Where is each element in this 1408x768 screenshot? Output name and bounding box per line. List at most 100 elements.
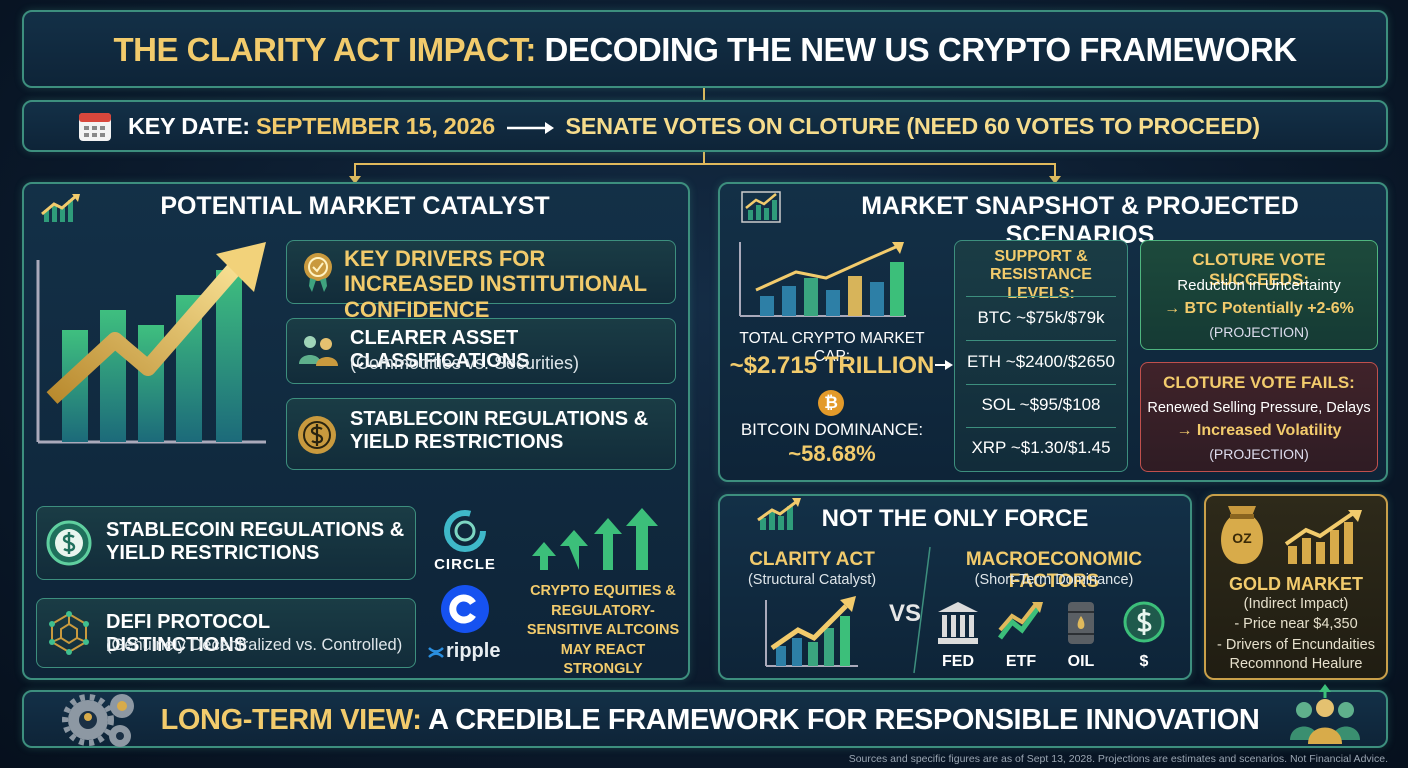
dominance-label: BITCOIN DOMINANCE: [740,420,924,439]
badge-icon [304,253,332,292]
driver-box [286,318,676,384]
gold-chart-icon [1284,510,1362,564]
team-icon [1290,684,1360,744]
slash [913,546,931,674]
level-range: ~$2400/$2650 [1005,352,1115,371]
level-row: XRP ~$1.30/$1.45 [956,438,1126,458]
footer-rest: A CREDIBLE FRAMEWORK FOR RESPONSIBLE INN… [428,704,1260,736]
growth-chart [36,242,266,444]
footer-bar [22,690,1388,748]
scenario-line: Reduction in Uncertainty [1177,277,1341,294]
scenario-fail [1140,362,1378,472]
bank-icon [938,602,978,644]
force-left-title: CLARITY ACT [749,549,875,570]
divider [966,427,1116,428]
people-icon [299,336,338,366]
level-row: BTC ~$75k/$79k [956,308,1126,328]
scenario-line: Renewed Selling Pressure, Delays [1147,400,1371,416]
lower-title: DEFI PROTOCOL DISTINCTIONS [106,611,270,656]
equities-note: CRYPTO EQUITIES & REGULATORY-SENSITIVE A… [526,583,680,678]
footnote: Sources and specific figures are as of S… [848,753,1388,765]
chart-icon [741,191,781,223]
level-asset: BTC [977,308,1012,327]
scenario-success [1140,240,1378,350]
key-date-text: KEY DATE: SEPTEMBER 15, 2026 SENATE VOTE… [128,113,1378,140]
snapshot-title: MARKET SNAPSHOT & PROJECTED SCENARIOS [861,192,1299,249]
level-row: SOL ~$95/$108 [956,395,1126,415]
ripple-icon [428,647,444,658]
dominance: ~58.68% [788,441,876,466]
factor-label: ETF [1005,653,1037,670]
market-cap: ~$2.715 TRILLION [729,352,935,379]
vs-label: VS [888,600,921,627]
gold-title: GOLD MARKET [1229,574,1363,594]
driver-box [286,398,676,470]
network-icon [49,611,89,655]
arrow-icon [507,121,555,134]
factor-label: OIL [1067,653,1095,670]
gold-bag-icon [1221,506,1263,564]
gears-icon [62,694,134,747]
mini-chart [739,242,906,317]
gold-bag-label: OZ [1232,530,1252,546]
divider [966,340,1116,341]
scenario-tag: (PROJECTION) [1209,324,1309,340]
etf-icon [998,602,1043,640]
coin-icon [298,416,336,454]
coinbase-logo [441,585,489,633]
key-date-label: KEY DATE: [128,113,250,139]
force-right-title: MACROECONOMIC FACTORS [965,549,1143,592]
factor-label: $ [1139,653,1149,670]
lower-box [36,506,416,580]
force-right-subtitle: (Short-Term Dominance) [974,572,1134,588]
gold-bullet: - Price near $4,350 [1234,616,1358,632]
force-title: NOT THE ONLY FORCE [821,505,1089,532]
chart-icon [41,194,80,222]
level-asset: SOL [981,395,1015,414]
circle-logo [444,510,486,552]
calendar-icon [79,113,111,141]
levels-box [954,240,1128,472]
title-box: THE CLARITY ACT IMPACT: DECODING THE NEW… [22,10,1388,88]
lower-box [36,598,416,668]
arrow-icon [935,360,953,370]
force-left-subtitle: (Structural Catalyst) [747,572,877,588]
oil-icon [1068,602,1094,644]
title: THE CLARITY ACT IMPACT: DECODING THE NEW… [24,31,1386,69]
scenario-title: CLOTURE VOTE SUCCEEDS: [1192,250,1326,289]
gold-bullet: - Drivers of Encundaities Recomnond Heal… [1217,637,1375,672]
scenario-outcome: → Increased Volatility [1176,422,1342,439]
title-rest: DECODING THE NEW US CRYPTO FRAMEWORK [544,31,1298,68]
divider [966,384,1116,385]
driver-title: KEY DRIVERS FOR INCREASED INSTITUTIONAL … [344,246,647,322]
coin-icon [46,520,92,566]
lower-subtitle: (Genuinely Decentralized vs. Controlled) [106,636,403,654]
key-date-event: SENATE VOTES ON CLOTURE (NEED 60 VOTES T… [565,113,1260,139]
title-highlight: THE CLARITY ACT IMPACT: [113,31,536,68]
level-asset: XRP [971,438,1007,457]
driver-subtitle: (Commodities vs. Securities) [350,353,580,373]
key-date-bar: KEY DATE: SEPTEMBER 15, 2026 SENATE VOTE… [22,100,1388,152]
level-range: ~$95/$108 [1019,395,1101,414]
level-row: ETH ~$2400/$2650 [956,352,1126,372]
market-cap-label: TOTAL CRYPTO MARKET CAP: [739,330,925,365]
footer-text: LONG-TERM VIEW: A CREDIBLE FRAMEWORK FOR… [140,704,1280,737]
lower-title: STABLECOIN REGULATIONS & YIELD RESTRICTI… [106,519,405,564]
divider [966,296,1116,297]
catalyst-title: POTENTIAL MARKET CATALYST [160,192,550,220]
clarity-chart [765,596,858,667]
driver-title: STABLECOIN REGULATIONS & YIELD RESTRICTI… [350,408,649,453]
chart-icon [757,498,801,530]
level-range: ~$75k/$79k [1016,308,1105,327]
driver-box [286,240,676,304]
level-asset: ETH [967,352,1002,371]
rising-arrows [532,508,658,570]
scenario-outcome: → BTC Potentially +2-6% [1164,300,1354,317]
scenario-tag: (PROJECTION) [1209,446,1309,462]
key-date: SEPTEMBER 15, 2026 [256,113,495,139]
logo-text: ripple [446,640,501,662]
bitcoin-logo: ₿ [818,390,844,416]
levels-title: SUPPORT & RESISTANCE LEVELS: [990,248,1092,302]
footer-highlight: LONG-TERM VIEW: [160,704,422,736]
